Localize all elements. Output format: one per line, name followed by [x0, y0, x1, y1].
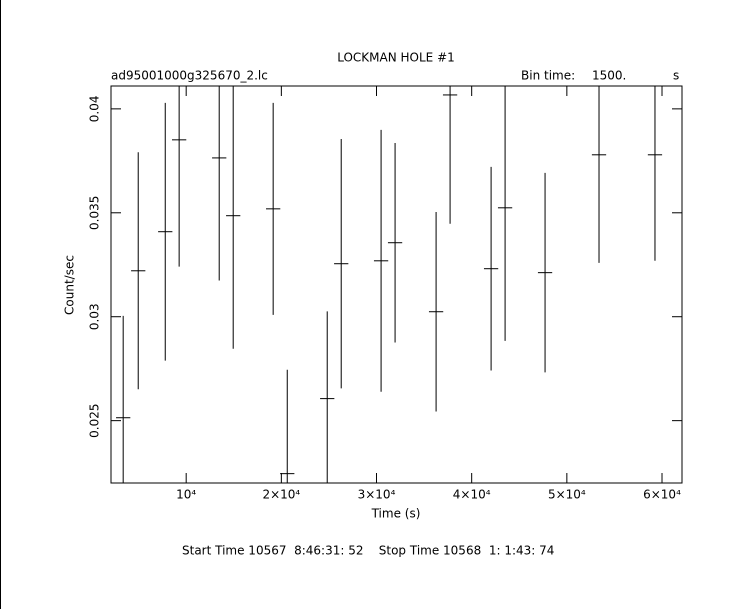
x-tick-label: 2×10⁴ — [262, 488, 300, 502]
bin-time-label: Bin time: — [521, 69, 575, 83]
y-tick-label: 0.03 — [88, 303, 102, 330]
chart-title: LOCKMAN HOLE #1 — [337, 51, 455, 65]
y-tick-label: 0.04 — [88, 96, 102, 123]
x-tick-label: 6×10⁴ — [643, 488, 681, 502]
y-axis-label: Count/sec — [63, 255, 77, 315]
plot-area — [116, 86, 663, 483]
bin-time-value: 1500. — [592, 69, 626, 83]
x-tick-label: 5×10⁴ — [548, 488, 586, 502]
plot-frame — [110, 85, 683, 484]
y-tick-label: 0.035 — [88, 196, 102, 230]
y-tick-label: 0.025 — [88, 403, 102, 437]
x-tick-label: 10⁴ — [176, 488, 196, 502]
x-axis-label: Time (s) — [371, 507, 421, 521]
footer: Start Time 10567 8:46:31: 52 Stop Time 1… — [182, 544, 554, 558]
x-tick-label: 3×10⁴ — [358, 488, 396, 502]
subtitle: ad95001000g325670_2.lc — [111, 69, 268, 83]
bin-time-unit: s — [673, 69, 679, 83]
x-tick-label: 4×10⁴ — [453, 488, 491, 502]
